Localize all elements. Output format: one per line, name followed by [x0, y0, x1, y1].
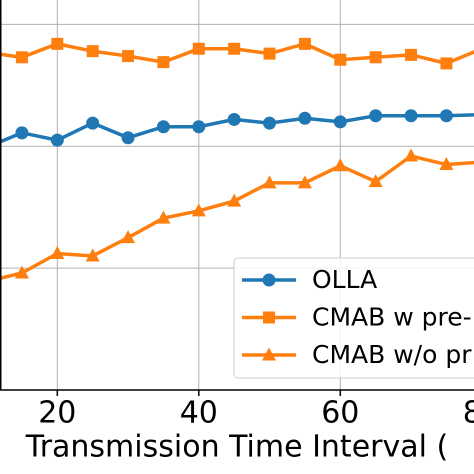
x-tick-label: 40	[180, 396, 218, 431]
marker	[439, 157, 454, 171]
x-ticks: 20 40 60 80	[38, 390, 474, 431]
marker	[405, 48, 418, 61]
marker	[369, 51, 382, 64]
marker	[228, 42, 241, 55]
marker	[262, 347, 276, 361]
legend-box	[233, 257, 474, 379]
marker	[51, 37, 64, 50]
marker	[334, 53, 347, 66]
marker	[192, 42, 205, 55]
marker	[262, 175, 277, 189]
x-axis-label: Transmission Time Interval (	[25, 430, 448, 465]
marker	[439, 109, 453, 123]
marker	[404, 148, 419, 162]
legend-label: CMAB w pre-	[312, 303, 472, 332]
marker	[368, 174, 383, 188]
marker	[369, 109, 383, 123]
marker	[121, 131, 135, 145]
plot-area	[0, 37, 474, 281]
marker	[263, 47, 276, 60]
legend-label: CMAB w/o pr	[312, 340, 472, 369]
marker	[191, 203, 206, 217]
marker	[298, 111, 312, 125]
x-tick-label: 20	[38, 396, 76, 431]
marker	[86, 45, 99, 58]
marker	[121, 230, 136, 244]
marker	[156, 210, 171, 224]
marker	[440, 57, 453, 70]
x-tick-label: 60	[321, 396, 359, 431]
marker	[156, 120, 170, 134]
marker	[15, 126, 29, 140]
marker	[157, 56, 170, 69]
marker	[333, 115, 347, 129]
marker	[298, 37, 311, 50]
marker	[263, 116, 277, 130]
marker	[15, 51, 28, 64]
marker	[262, 273, 276, 287]
legend-label: OLLA	[312, 265, 377, 294]
marker	[333, 158, 348, 172]
marker	[227, 112, 241, 126]
marker	[404, 109, 418, 123]
marker	[14, 265, 29, 279]
marker	[122, 50, 135, 63]
marker	[50, 246, 65, 259]
marker	[50, 133, 64, 147]
marker	[297, 175, 312, 189]
marker	[263, 311, 275, 324]
x-tick-label: 80	[463, 396, 474, 431]
marker	[227, 193, 242, 207]
marker	[192, 120, 206, 134]
marker	[85, 248, 100, 262]
legend: OLLA CMAB w pre- CMAB w/o pr	[233, 257, 474, 379]
marker	[86, 116, 100, 130]
